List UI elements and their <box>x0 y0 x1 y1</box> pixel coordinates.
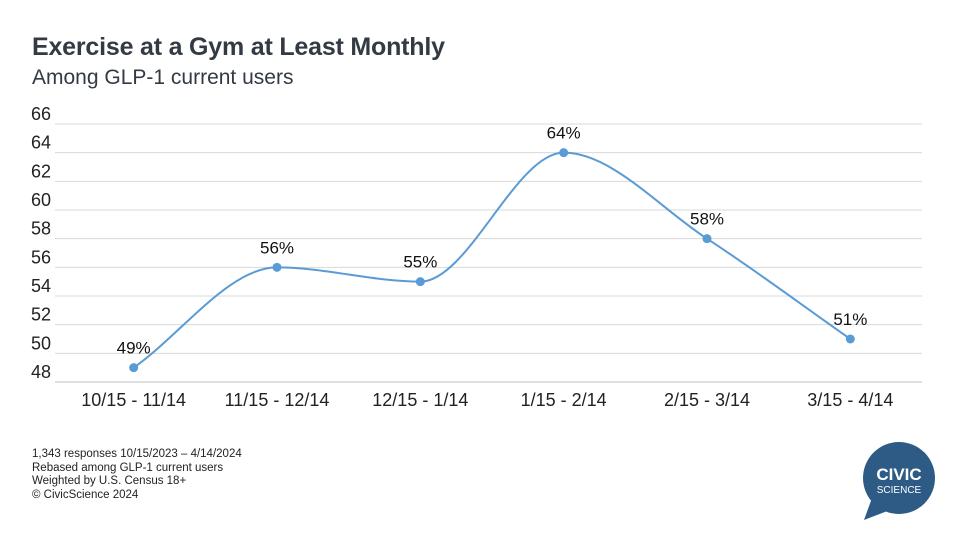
data-label: 56% <box>260 238 294 257</box>
gridlines <box>55 123 922 383</box>
x-tick-label: 11/15 - 12/14 <box>225 390 330 410</box>
data-point <box>415 277 425 287</box>
data-point <box>559 148 569 158</box>
y-tick-label: 66 <box>31 104 51 124</box>
y-tick-label: 62 <box>31 161 51 181</box>
data-label: 55% <box>403 253 437 272</box>
y-tick-label: 56 <box>31 247 51 267</box>
data-points <box>129 148 855 373</box>
footnote-weighted: Weighted by U.S. Census 18+ <box>32 475 187 487</box>
y-tick-label: 60 <box>31 190 51 210</box>
y-tick-label: 58 <box>31 219 51 239</box>
y-axis-ticks: 48 50 52 54 56 58 60 62 64 66 <box>31 104 51 382</box>
data-label: 49% <box>117 339 151 358</box>
x-tick-label: 2/15 - 3/14 <box>664 390 750 410</box>
footnote-responses: 1,343 responses 10/15/2023 – 4/14/2024 <box>32 448 242 460</box>
x-tick-label: 10/15 - 11/14 <box>81 390 186 410</box>
x-tick-label: 1/15 - 2/14 <box>521 390 607 410</box>
data-point <box>129 363 139 373</box>
chart-subtitle: Among GLP-1 current users <box>32 66 294 89</box>
line-chart: 48 50 52 54 56 58 60 62 64 66 10/15 - 11/14 11/15 … <box>31 104 922 410</box>
logo-text-science: SCIENCE <box>877 485 922 496</box>
footnote-copyright: © CivicScience 2024 <box>32 488 139 501</box>
data-point <box>845 334 855 344</box>
y-tick-label: 64 <box>31 133 51 153</box>
logo-speech-tail <box>864 498 890 520</box>
y-tick-label: 48 <box>31 362 51 382</box>
civicscience-logo: CIVIC SCIENCE <box>863 442 935 520</box>
logo-badge <box>863 442 935 514</box>
data-point <box>272 262 282 272</box>
data-label: 58% <box>690 210 724 229</box>
data-labels: 49% 56% 55% 64% 58% 51% <box>117 124 868 358</box>
series-line <box>133 151 851 369</box>
data-point <box>702 234 712 244</box>
data-label: 51% <box>833 310 867 329</box>
y-tick-label: 54 <box>31 276 51 296</box>
series-line-layer <box>133 151 851 369</box>
logo-text-civic: CIVIC <box>876 465 921 484</box>
y-tick-label: 50 <box>31 333 51 353</box>
footnote-rebased: Rebased among GLP-1 current users <box>32 461 224 474</box>
y-tick-label: 52 <box>31 305 51 325</box>
data-label: 64% <box>547 124 581 143</box>
chart-title: Exercise at a Gym at Least Monthly <box>32 33 445 61</box>
x-tick-label: 3/15 - 4/14 <box>807 390 893 410</box>
x-axis-ticks: 10/15 - 11/14 11/15 - 12/14 12/15 - 1/14 1/… <box>81 390 893 410</box>
footnotes: 1,343 responses 10/15/2023 – 4/14/2024 R… <box>32 448 242 502</box>
x-tick-label: 12/15 - 1/14 <box>372 390 468 410</box>
